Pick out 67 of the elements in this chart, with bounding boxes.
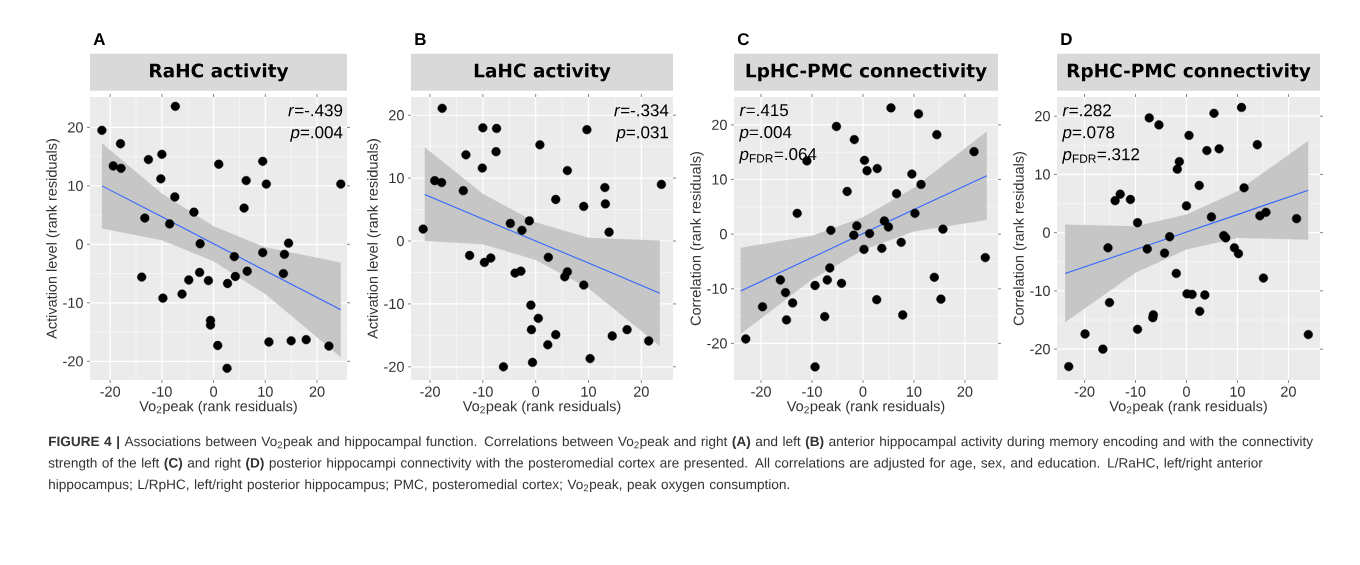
- annotation: p=.004: [739, 126, 792, 142]
- x-tick-label: -20: [1074, 386, 1095, 397]
- chart-title: RpHC-PMC connectivity: [1067, 63, 1311, 82]
- y-tick-label: 0: [1042, 227, 1050, 238]
- x-tick-label: 10: [906, 386, 922, 397]
- x-tick-label: 20: [957, 386, 973, 397]
- x-axis-title: Vo$_{2}$peak (rank residuals): [786, 400, 945, 415]
- x-tick-label: -10: [473, 386, 493, 397]
- x-tick-label: -10: [802, 386, 822, 397]
- y-axis-title: Correlation (rank residuals): [1013, 152, 1027, 326]
- annotation: r=-.439: [288, 104, 343, 117]
- chart-title: LpHC-PMC connectivity: [746, 63, 987, 82]
- y-tick-label: -20: [384, 361, 404, 372]
- x-axis-title: Vo$_{2}$peak (rank residuals): [1109, 400, 1267, 415]
- chart-title: LaHC activity: [474, 63, 611, 82]
- text: A: [93, 33, 106, 45]
- x-tick-label: -10: [152, 386, 172, 397]
- x-tick-label: 20: [1281, 386, 1296, 397]
- x-tick-label: 10: [1230, 386, 1245, 397]
- annotation: p=.004: [290, 126, 343, 142]
- x-tick-label: -20: [751, 386, 771, 397]
- x-tick-label: 20: [309, 386, 325, 397]
- y-tick-label: -20: [707, 338, 727, 349]
- annotation: p=.078: [1062, 126, 1115, 142]
- x-tick-label: -20: [420, 386, 440, 397]
- x-axis-title: Vo$_{2}$peak (rank residuals): [462, 400, 621, 415]
- annotation: r=-.334: [614, 104, 669, 117]
- y-tick-label: 20: [712, 119, 727, 130]
- y-tick-label: 20: [68, 122, 83, 133]
- x-axis-title: Vo$_{2}$peak (rank residuals): [139, 400, 297, 415]
- annotation: r=.282: [1062, 104, 1111, 117]
- y-axis-title: Correlation (rank residuals): [690, 152, 704, 326]
- annotation: p$_{FDR}$=.312: [1062, 148, 1140, 164]
- y-axis-title: Activation level (rank residuals): [367, 139, 381, 339]
- x-tick-label: -10: [1125, 386, 1146, 397]
- chart-title: RaHC activity: [150, 63, 289, 82]
- x-tick-label: 0: [859, 386, 867, 397]
- y-tick-label: 20: [389, 110, 404, 121]
- y-axis-title: Activation level (rank residuals): [46, 139, 60, 339]
- text: C: [737, 33, 750, 46]
- annotation: r=.415: [739, 104, 789, 117]
- y-tick-label: -10: [63, 297, 83, 308]
- y-tick-label: -10: [384, 298, 404, 310]
- x-tick-label: -20: [100, 386, 121, 397]
- y-tick-label: -20: [1030, 344, 1050, 355]
- y-tick-label: -20: [63, 356, 83, 367]
- x-tick-label: 20: [633, 386, 649, 397]
- text: FIGURE 4 | Associations between Vo$_{2}$peak and hippocampal function. Correlations between Vo$_{2}$peak and right (A) and left (B) anterior hippocampal activity during memory encoding and with the connectivity strength of the left (C) and right (D) posterior hippocampi connectivity with the posteromedial cortex are presented. All correlations are adjusted for age, sex, and education. L/RaHC, left/right anterior hippocampus; L/RpHC, left/right posterior hippocampus; PMC, posteromedial cortex; Vo$_{2}$peak, peak oxygen consumption.: [48, 436, 1314, 492]
- x-tick-label: 10: [258, 386, 273, 397]
- annotation: p=.031: [615, 126, 669, 142]
- text: D: [1061, 33, 1072, 45]
- text: B: [415, 33, 426, 45]
- y-tick-label: -10: [707, 283, 727, 294]
- y-tick-label: -10: [1030, 285, 1050, 297]
- y-tick-label: 20: [1035, 111, 1050, 122]
- y-tick-label: 0: [396, 235, 404, 247]
- x-tick-label: 0: [210, 386, 218, 397]
- x-tick-label: 0: [532, 386, 540, 397]
- y-tick-label: 0: [719, 228, 727, 240]
- y-tick-label: 10: [389, 172, 404, 184]
- y-tick-label: 0: [75, 239, 83, 250]
- x-tick-label: 10: [581, 386, 596, 397]
- y-tick-label: 10: [712, 174, 727, 185]
- annotation: p$_{FDR}$=.064: [739, 148, 817, 164]
- y-tick-label: 10: [68, 180, 83, 191]
- y-tick-label: 10: [1035, 169, 1050, 180]
- x-tick-label: 0: [1183, 386, 1190, 397]
